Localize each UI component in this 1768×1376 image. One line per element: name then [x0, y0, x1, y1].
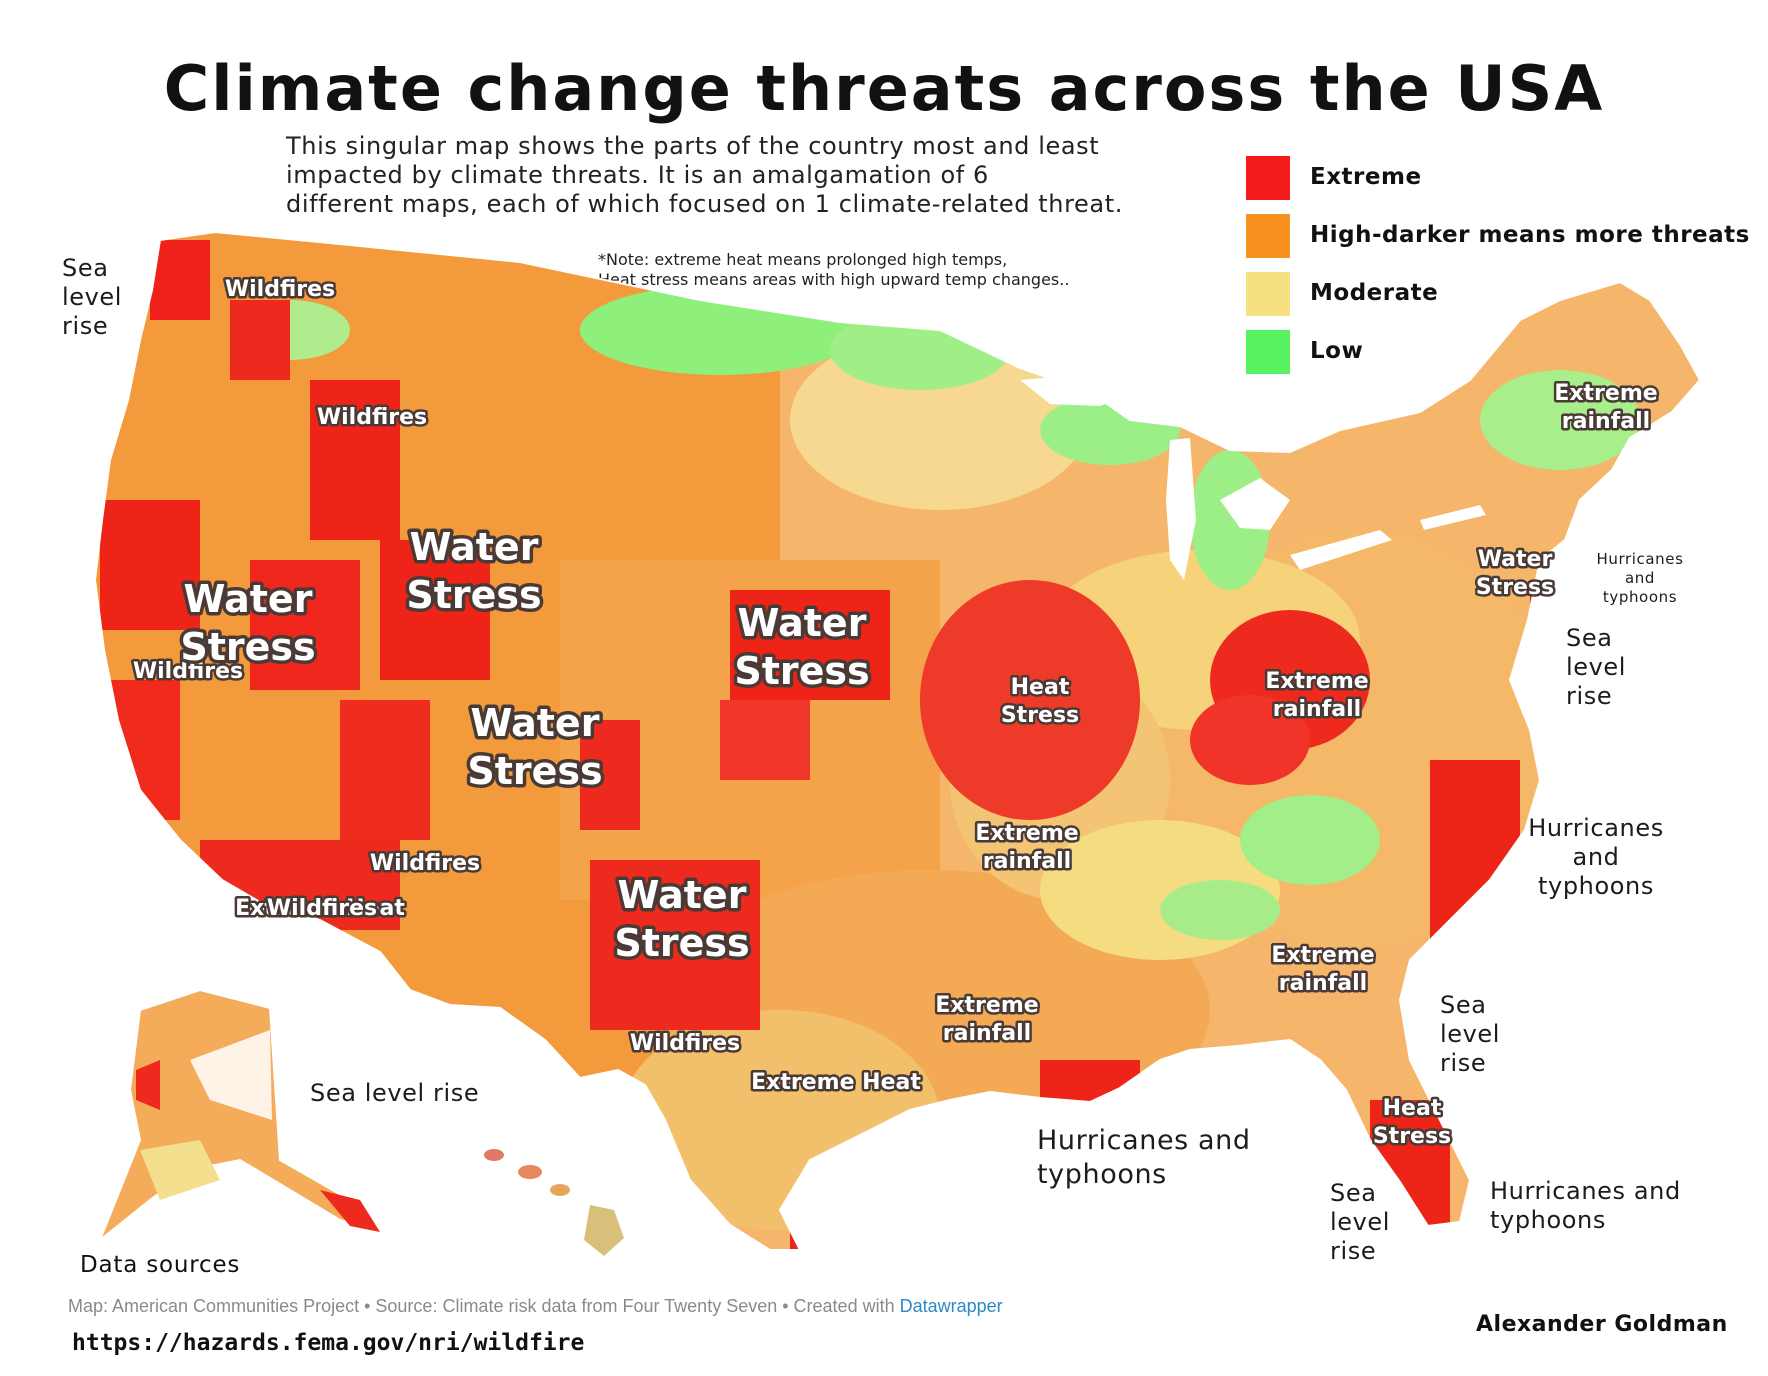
subtitle-line: This singular map shows the parts of the… — [286, 132, 1100, 160]
map-subtitle: This singular map shows the parts of the… — [286, 132, 1146, 219]
alaska-interior — [190, 1030, 272, 1120]
alaska-extreme — [136, 1060, 160, 1110]
risk-zone-extreme — [340, 700, 430, 840]
threat-badge-label: Water Stress — [734, 601, 869, 693]
hawaii-island — [550, 1184, 570, 1196]
threat-plain-label: Sea level rise — [1330, 1179, 1390, 1265]
source-text: Map: American Communities Project • Sour… — [68, 1296, 900, 1316]
threat-plain-label: Hurricanes and typhoons — [1596, 550, 1683, 606]
threat-badge-label: Water Stress — [180, 577, 315, 669]
threat-badge-label: Extreme Heat — [235, 896, 405, 921]
risk-zone-extreme — [230, 300, 290, 380]
risk-zone-low — [1160, 880, 1280, 940]
lake-huron — [1220, 478, 1290, 530]
risk-zone-low — [1240, 795, 1380, 885]
threat-badge-label: Wildfires — [133, 659, 243, 684]
threat-plain-label: Hurricanes and typhoons — [1037, 1125, 1251, 1190]
threat-badge-label: Extreme rainfall — [1265, 669, 1368, 722]
threat-plain-label: Sea level rise — [1566, 624, 1626, 710]
risk-zone-extreme — [1430, 760, 1520, 940]
threat-badge-label: Extreme Heat — [751, 1070, 921, 1095]
risk-zone-extreme — [580, 720, 640, 830]
risk-zone-extreme — [250, 560, 360, 690]
author-credit: Alexander Goldman — [1476, 1312, 1728, 1337]
alaska-moderate — [140, 1140, 220, 1200]
risk-zone-extreme — [920, 580, 1140, 820]
source-url[interactable]: https://hazards.fema.gov/nri/wildfire — [72, 1330, 585, 1356]
lake-superior — [1020, 372, 1140, 406]
threat-badge-label: Extreme rainfall — [1554, 381, 1657, 434]
source-credit: Map: American Communities Project • Sour… — [68, 1296, 1003, 1317]
threat-badge-label: Water Stress — [467, 701, 602, 793]
note-line: *Note: extreme heat means prolonged high… — [598, 250, 1008, 269]
hawaii-big-island — [584, 1205, 624, 1256]
legend-swatch — [1246, 330, 1290, 374]
hawaii-island — [518, 1165, 542, 1179]
map-title: Climate change threats across the USA — [163, 52, 1605, 125]
lake-erie — [1290, 530, 1392, 570]
lake-michigan — [1166, 438, 1196, 580]
risk-zone-extreme — [720, 700, 810, 780]
threat-badge-label: Water Stress — [1476, 547, 1554, 600]
alaska — [97, 988, 384, 1244]
risk-zone-extreme — [1190, 695, 1310, 785]
threat-plain-label: Hurricanes and typhoons — [1490, 1177, 1681, 1234]
legend-swatch — [1246, 214, 1290, 258]
subtitle-line: different maps, each of which focused on… — [286, 190, 1123, 218]
lake-ontario — [1420, 505, 1486, 530]
legend-label: High-darker means more threats — [1310, 222, 1750, 248]
threat-badge-label: Water Stress — [614, 873, 749, 965]
threat-badge-label: Wildfires — [267, 896, 377, 921]
threat-plain-label: Sea level rise — [62, 254, 122, 340]
datawrapper-link[interactable]: Datawrapper — [899, 1296, 1003, 1316]
threat-badge-label: Heat Stress — [1001, 675, 1079, 728]
threat-badge-label: Wildfires — [225, 277, 335, 302]
threat-badge-label: Extreme rainfall — [1271, 943, 1374, 996]
subtitle-line: impacted by climate threats. It is an am… — [286, 161, 989, 189]
risk-zone-extreme — [310, 380, 400, 540]
risk-zone-low — [580, 285, 860, 375]
alaska-extreme — [320, 1190, 380, 1232]
hawaii-island — [484, 1149, 504, 1161]
map-note: *Note: extreme heat means prolonged high… — [598, 250, 1158, 290]
risk-zone-extreme — [380, 540, 490, 680]
threat-badge-label: Wildfires — [370, 851, 480, 876]
threat-badge-label: Heat Stress — [1373, 1096, 1451, 1149]
threat-badge-label: Extreme rainfall — [975, 821, 1078, 874]
legend-label: Low — [1310, 338, 1364, 364]
risk-zone-extreme — [1040, 1060, 1140, 1120]
data-sources-label: Data sources — [80, 1252, 241, 1278]
threat-badge-label: Water Stress — [406, 525, 541, 617]
risk-zone-extreme — [150, 240, 210, 320]
threat-badge-label: Extreme rainfall — [935, 993, 1038, 1046]
risk-zone-extreme — [590, 860, 760, 1030]
risk-zone-extreme — [730, 590, 890, 700]
threat-badge-label: Wildfires — [317, 405, 427, 430]
legend-swatch — [1246, 156, 1290, 200]
threat-plain-label: Sea level rise — [310, 1079, 479, 1107]
legend-swatch — [1246, 272, 1290, 316]
threat-badge-label: Wildfires — [630, 1031, 740, 1056]
risk-zone-low — [1480, 370, 1640, 470]
threat-plain-label: Sea level rise — [1440, 991, 1500, 1077]
risk-zone-extreme — [1530, 590, 1560, 670]
risk-zone-extreme — [110, 680, 180, 820]
legend-label: Extreme — [1310, 164, 1422, 190]
hawaii — [484, 1149, 624, 1256]
note-line: Heat stress means areas with high upward… — [598, 270, 1070, 289]
risk-zone-extreme — [100, 500, 200, 630]
legend-label: Moderate — [1310, 280, 1439, 306]
threat-plain-label: Hurricanes and typhoons — [1528, 814, 1664, 900]
